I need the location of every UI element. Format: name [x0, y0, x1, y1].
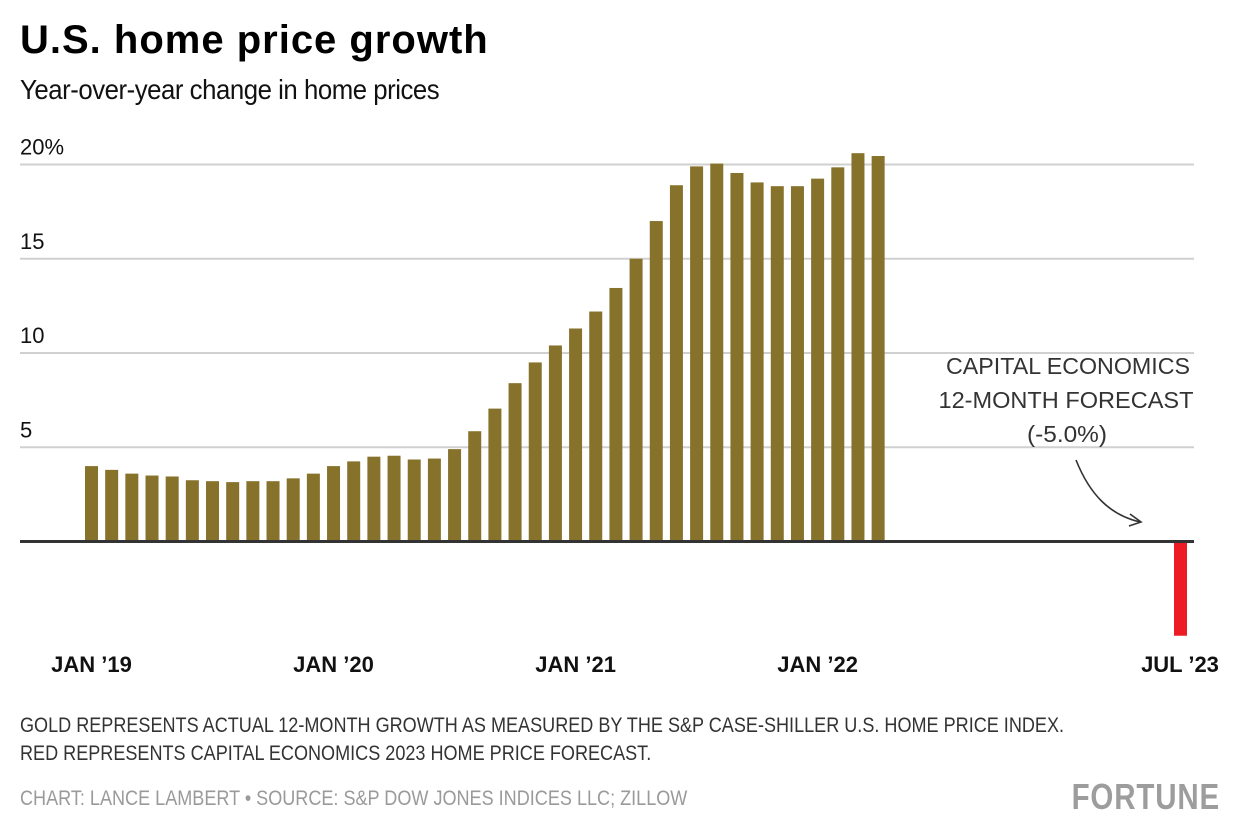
actual-growth-bar — [347, 461, 361, 542]
actual-growth-bar — [528, 362, 542, 542]
actual-growth-bar — [770, 186, 784, 542]
actual-growth-bar — [589, 311, 603, 542]
actual-growth-bar — [185, 480, 199, 542]
actual-growth-bar — [811, 178, 825, 542]
x-tick-label: JAN ’20 — [293, 652, 374, 677]
x-axis-labels: JAN ’19 JAN ’20 JAN ’21 JAN ’22 JUL ’23 — [51, 652, 1219, 677]
actual-growth-bar — [286, 478, 300, 542]
actual-growth-bar — [710, 163, 724, 542]
y-tick-label: 15 — [20, 229, 44, 254]
chart-title: U.S. home price growth — [20, 18, 489, 62]
actual-growth-bar — [266, 481, 280, 542]
actual-growth-bar — [387, 455, 401, 542]
x-tick-label: JUL ’23 — [1141, 652, 1219, 677]
footnote-line-2: RED REPRESENTS CAPITAL ECONOMICS 2023 HO… — [20, 742, 652, 765]
x-tick-label: JAN ’22 — [777, 652, 858, 677]
actual-growth-bar — [145, 475, 159, 542]
actual-growth-bar — [851, 153, 865, 542]
actual-growth-bar — [226, 482, 240, 542]
arrowhead-icon — [1128, 513, 1143, 527]
actual-growth-bar — [246, 481, 260, 542]
chart-subtitle: Year-over-year change in home prices — [20, 74, 440, 105]
actual-growth-bar — [569, 328, 583, 542]
bars — [85, 153, 1187, 636]
actual-growth-bar — [85, 466, 98, 542]
y-axis-labels: 20% 15 10 5 — [20, 135, 64, 443]
actual-growth-bar — [831, 167, 845, 542]
actual-growth-bar — [690, 166, 704, 542]
actual-growth-bar — [548, 345, 562, 542]
gridlines — [20, 163, 1194, 449]
actual-growth-bar — [165, 476, 179, 542]
actual-growth-bar — [649, 221, 663, 542]
annotation-line-1: CAPITAL ECONOMICS — [946, 353, 1190, 379]
actual-growth-bar — [427, 458, 441, 542]
actual-growth-bar — [790, 186, 804, 542]
actual-growth-bar — [306, 473, 320, 542]
actual-growth-bar — [730, 172, 744, 542]
actual-growth-bar — [448, 449, 462, 542]
actual-growth-bar — [367, 456, 381, 542]
footnote-line-1: GOLD REPRESENTS ACTUAL 12-MONTH GROWTH A… — [20, 714, 1065, 737]
forecast-bar — [1174, 541, 1187, 636]
x-tick-label: JAN ’21 — [535, 652, 616, 677]
actual-growth-bar — [629, 258, 643, 542]
actual-growth-bar — [125, 473, 139, 542]
annotation-line-2: 12-MONTH FORECAST — [939, 387, 1194, 413]
chart-credit: CHART: LANCE LAMBERT • SOURCE: S&P DOW J… — [20, 787, 688, 810]
actual-growth-bar — [750, 182, 764, 542]
fortune-logo: FORTUNE — [1071, 776, 1220, 817]
annotation-arrow-icon — [1075, 459, 1141, 523]
actual-growth-bar — [609, 287, 623, 542]
actual-growth-bar — [327, 466, 341, 542]
forecast-annotation: CAPITAL ECONOMICS 12-MONTH FORECAST (-5.… — [939, 353, 1194, 527]
y-tick-label: 10 — [20, 323, 44, 348]
y-tick-label: 5 — [20, 417, 32, 442]
bar-chart: 20% 15 10 5 JAN ’19 JAN ’20 JAN ’21 JAN ’22 JUL… — [20, 135, 1219, 677]
actual-growth-bar — [669, 185, 683, 542]
actual-growth-bar — [871, 156, 885, 542]
actual-growth-bar — [407, 459, 421, 542]
actual-growth-bar — [206, 481, 220, 542]
actual-growth-bar — [105, 469, 119, 542]
actual-growth-bar — [508, 383, 522, 542]
x-tick-label: JAN ’19 — [51, 652, 132, 677]
y-tick-label: 20% — [20, 135, 64, 160]
actual-growth-bar — [468, 431, 482, 542]
actual-growth-bar — [488, 408, 502, 542]
annotation-line-3: (-5.0%) — [1027, 421, 1107, 447]
